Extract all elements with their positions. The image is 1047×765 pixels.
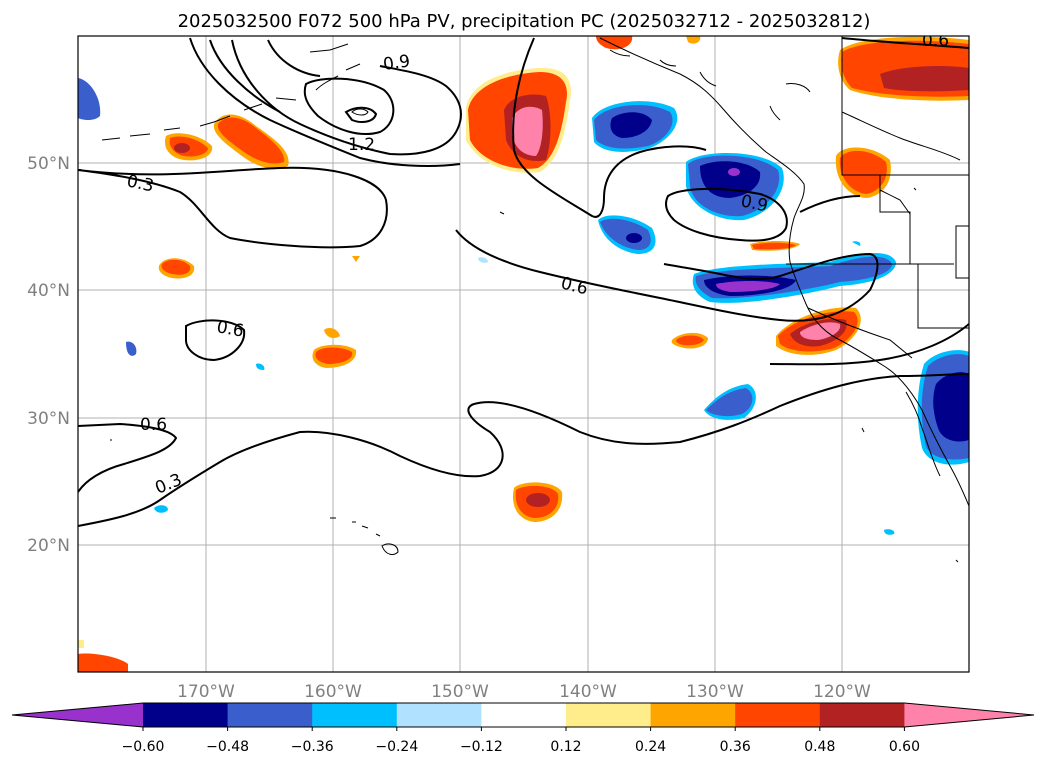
coastlines: [599, 36, 969, 507]
colorbar-extend-min: [12, 703, 143, 727]
precip-blob-negative: [78, 78, 101, 120]
precip-blob-positive: [78, 640, 84, 648]
precip-blob-negative: [592, 101, 678, 152]
colorbar-segment: [143, 703, 229, 727]
lon-label-120w: 120°W: [813, 682, 871, 702]
precip-blob-negative: [478, 257, 488, 263]
colorbar-extend-max: [904, 703, 1034, 727]
colorbar-tick-label: −0.36: [291, 739, 334, 755]
precip-blob-positive: [838, 36, 969, 101]
contour-label-0.6-northeast: 0.6: [922, 31, 949, 51]
precip-blob-negative: [917, 350, 969, 465]
precip-blob-positive: [596, 36, 633, 50]
precip-blob-positive: [164, 133, 213, 161]
precip-blob-positive: [213, 114, 289, 169]
precip-blob-positive: [324, 328, 340, 338]
contour-label-0.6-west: 0.6: [140, 415, 167, 435]
colorbar-segment: [819, 703, 905, 727]
contour-label-0.9-north: 0.9: [382, 51, 412, 75]
chart-title: 2025032500 F072 500 hPa PV, precipitatio…: [178, 11, 871, 32]
colorbar: −0.60 −0.48 −0.36 −0.24 −0.12 0.12 0.24 0.36 0.4…: [11, 702, 1035, 755]
precip-blob-negative: [598, 215, 656, 254]
precip-blob-positive: [158, 258, 195, 279]
precip-blob-positive: [686, 36, 701, 44]
precip-blob-positive: [466, 67, 571, 173]
precip-blob-negative: [692, 252, 896, 303]
colorbar-segment: [650, 703, 736, 727]
precip-blob-negative: [154, 505, 168, 513]
colorbar-tick-label: 0.12: [550, 739, 581, 755]
precip-blob-negative: [126, 341, 137, 356]
contour-label-1.2: 1.2: [348, 135, 375, 155]
lat-label-50n: 50°N: [27, 154, 70, 174]
colorbar-tick-label: −0.48: [206, 739, 249, 755]
colorbar-tick-label: −0.24: [375, 739, 418, 755]
precip-blob-positive: [512, 482, 563, 522]
precip-blob-positive: [671, 332, 708, 349]
precip-blob-negative: [256, 363, 265, 370]
map-panel: 0.9 1.2 0.3 0.6 0.6 0.9 0.6 0.6 0.3 50°N…: [27, 31, 970, 702]
precip-shading: [78, 36, 969, 672]
lon-label-140w: 140°W: [559, 682, 617, 702]
lon-label-150w: 150°W: [431, 682, 489, 702]
colorbar-segment: [227, 703, 313, 727]
colorbar-segment: [566, 703, 652, 727]
lat-label-20n: 20°N: [27, 536, 70, 556]
precip-blob-positive: [352, 256, 360, 262]
colorbar-segment: [481, 703, 567, 727]
precip-blob-positive: [78, 653, 128, 672]
colorbar-segment: [396, 703, 482, 727]
precip-blob-positive: [312, 344, 357, 368]
lon-label-130w: 130°W: [686, 682, 744, 702]
lon-labels: 170°W 160°W 150°W 140°W 130°W 120°W: [177, 682, 871, 702]
precip-blob-positive: [750, 241, 800, 251]
lat-label-30n: 30°N: [27, 409, 70, 429]
lon-label-160w: 160°W: [304, 682, 362, 702]
colorbar-tick-label: 0.24: [635, 739, 666, 755]
precip-blob-negative: [704, 384, 756, 420]
contour-label-0.6-center: 0.6: [215, 317, 245, 341]
precip-blob-negative: [852, 241, 861, 246]
colorbar-tick-label: 0.60: [889, 739, 920, 755]
colorbar-tick-label: −0.12: [460, 739, 503, 755]
colorbar-tick-label: 0.36: [720, 739, 751, 755]
colorbar-segment: [312, 703, 398, 727]
pv-contours: [78, 37, 969, 527]
colorbar-tick-label: 0.48: [804, 739, 835, 755]
precip-blob-positive: [835, 147, 891, 198]
islands: [101, 43, 959, 563]
map-frame: [77, 35, 970, 673]
colorbar-tick-label: −0.60: [122, 739, 165, 755]
lon-label-170w: 170°W: [177, 682, 235, 702]
precip-blob-negative: [884, 529, 895, 535]
colorbar-segment: [735, 703, 821, 727]
lat-label-40n: 40°N: [27, 281, 70, 301]
lat-labels: 50°N 40°N 30°N 20°N: [27, 154, 70, 556]
